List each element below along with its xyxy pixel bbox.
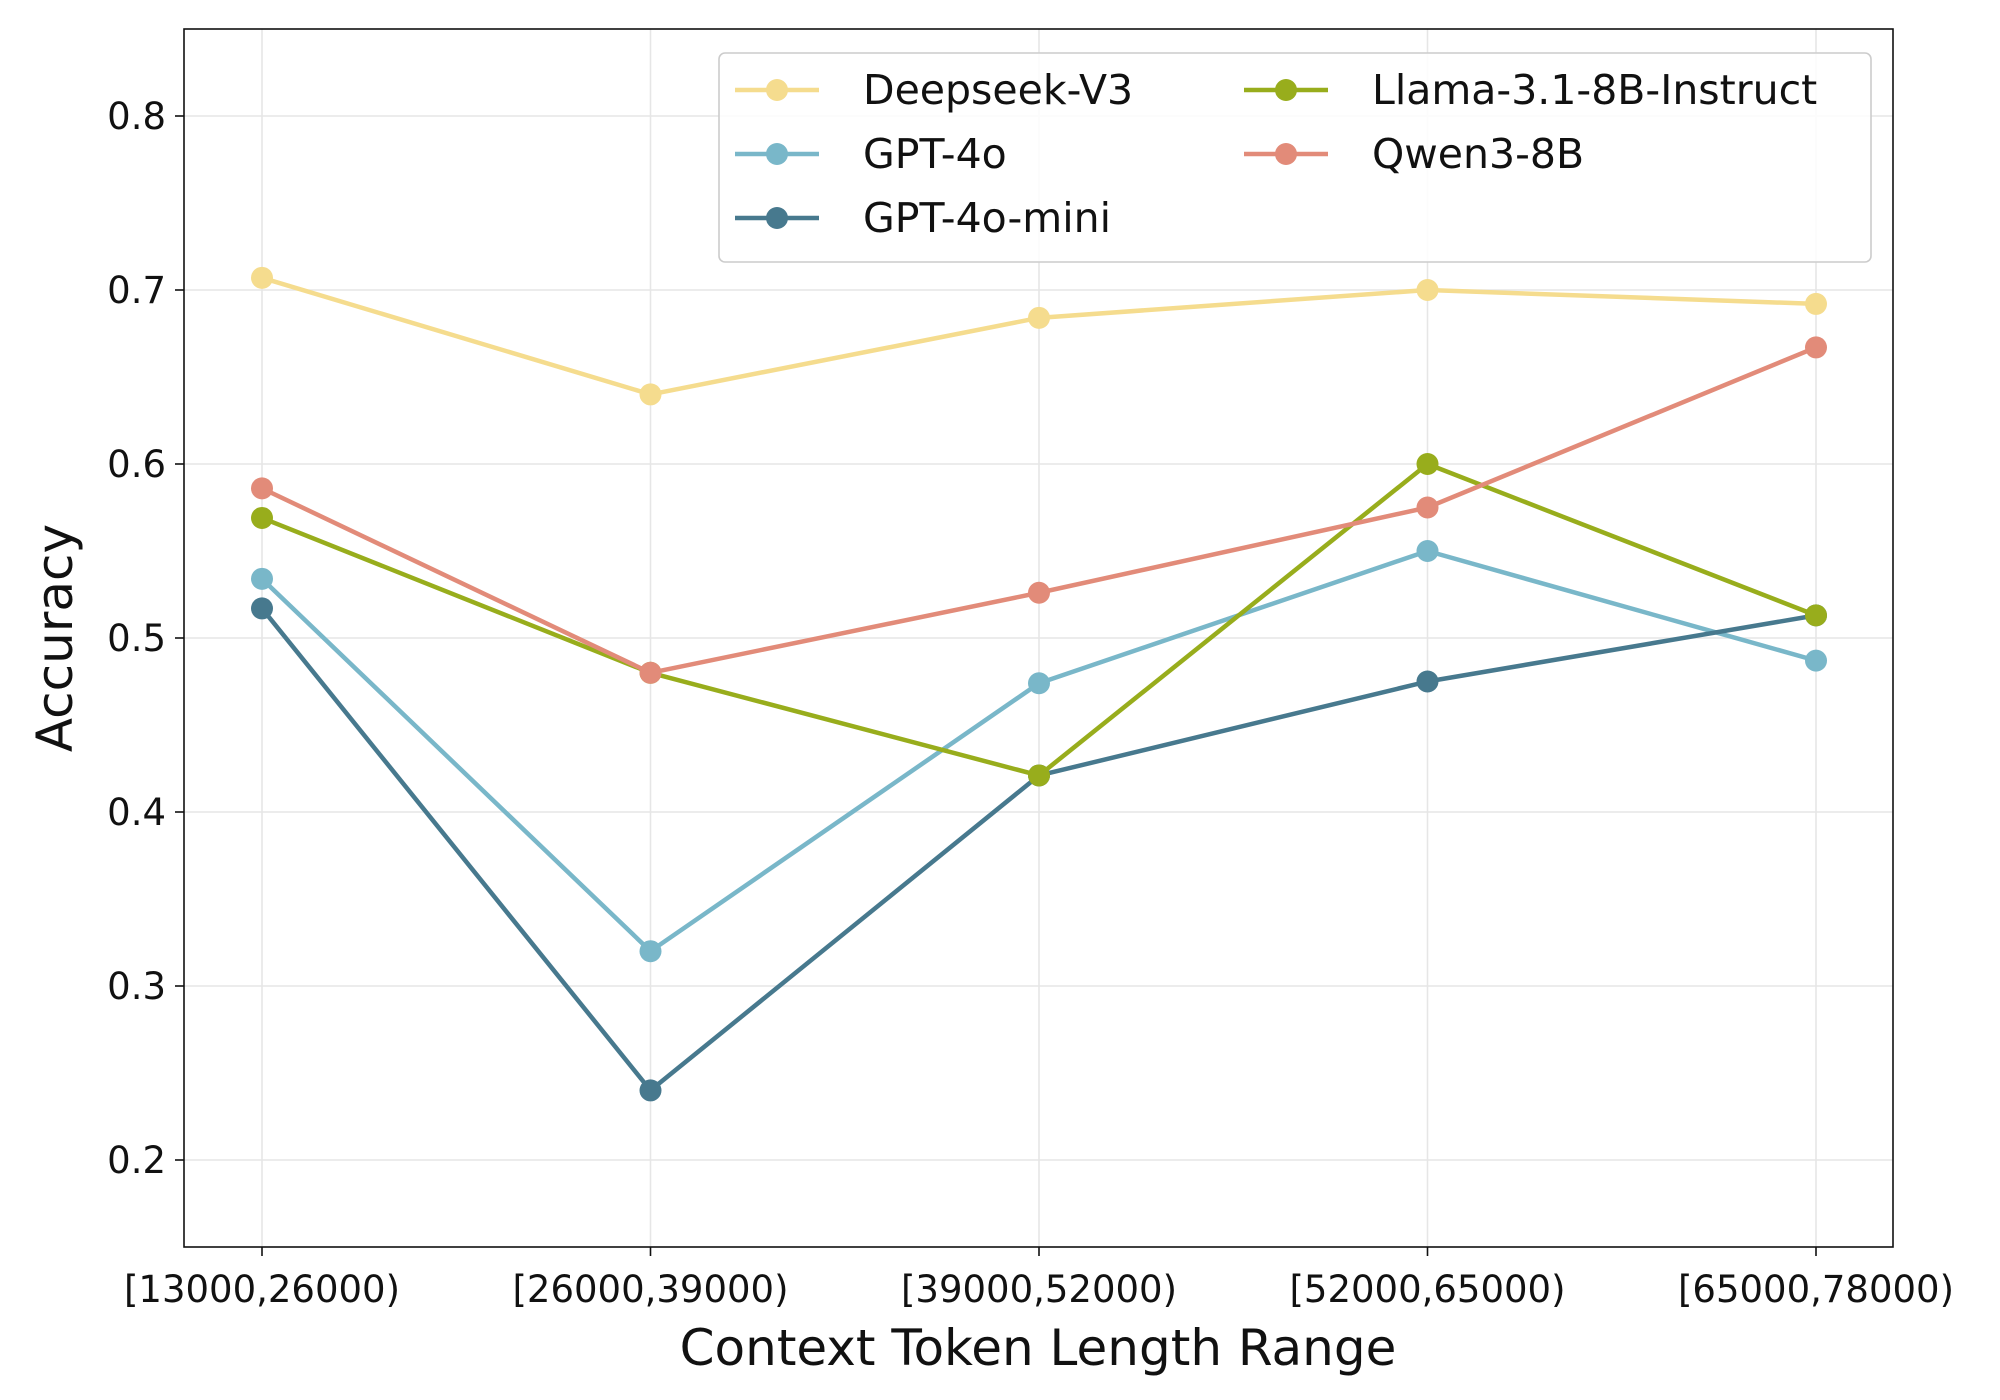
data-point-gpt-4o xyxy=(1028,672,1050,695)
legend-label-llama-3-1-8b-instruct: Llama-3.1-8B-Instruct xyxy=(1372,66,1817,114)
data-point-qwen3-8b xyxy=(251,477,273,500)
data-point-qwen3-8b xyxy=(1805,336,1827,359)
data-point-qwen3-8b xyxy=(1416,496,1439,519)
data-point-gpt-4o-mini xyxy=(251,597,273,620)
series-layer xyxy=(251,266,1827,1102)
legend-label-gpt-4o-mini: GPT-4o-mini xyxy=(863,194,1111,242)
legend-item-gpt-4o: GPT-4o xyxy=(735,130,1007,178)
legend-marker-gpt-4o-mini xyxy=(766,207,788,229)
y-tick-label: 0.4 xyxy=(107,791,166,834)
legend-marker-gpt-4o xyxy=(766,143,788,165)
data-point-gpt-4o xyxy=(1805,649,1827,672)
data-point-llama-3-1-8b-instruct xyxy=(251,506,273,529)
x-axis-title: Context Token Length Range xyxy=(680,1319,1397,1377)
data-point-gpt-4o-mini xyxy=(639,1079,662,1102)
legend-label-deepseek-v3: Deepseek-V3 xyxy=(863,66,1133,114)
x-tick-label: [65000,78000) xyxy=(1678,1268,1954,1311)
legend-marker-deepseek-v3 xyxy=(766,79,788,101)
data-point-llama-3-1-8b-instruct xyxy=(1805,604,1827,627)
legend-label-gpt-4o: GPT-4o xyxy=(863,130,1007,178)
data-point-deepseek-v3 xyxy=(251,266,273,289)
x-tick-label: [39000,52000) xyxy=(901,1268,1177,1311)
data-point-llama-3-1-8b-instruct xyxy=(1416,453,1439,475)
data-point-llama-3-1-8b-instruct xyxy=(1028,764,1050,787)
data-point-qwen3-8b xyxy=(639,661,662,684)
legend: Deepseek-V3 GPT-4o GPT-4o-mini Llama-3.1-8B… xyxy=(718,52,1872,263)
series-gpt-4o xyxy=(251,540,1827,963)
series-deepseek-v3 xyxy=(251,266,1827,406)
legend-item-deepseek-v3: Deepseek-V3 xyxy=(735,66,1133,114)
legend-marker-qwen3-8b xyxy=(1275,143,1297,165)
y-tick-label: 0.8 xyxy=(107,95,166,138)
y-tick-label: 0.5 xyxy=(107,617,166,660)
x-tick-label: [13000,26000) xyxy=(124,1268,400,1311)
legend-item-gpt-4o-mini: GPT-4o-mini xyxy=(735,194,1111,242)
legend-label-qwen3-8b: Qwen3-8B xyxy=(1372,130,1584,178)
data-point-gpt-4o-mini xyxy=(1416,670,1439,693)
data-point-deepseek-v3 xyxy=(1416,279,1439,301)
y-tick-label: 0.6 xyxy=(107,443,166,486)
data-point-qwen3-8b xyxy=(1028,581,1050,604)
legend-item-llama-3-1-8b-instruct: Llama-3.1-8B-Instruct xyxy=(1244,66,1817,114)
x-tick-label: [52000,65000) xyxy=(1289,1268,1565,1311)
data-point-deepseek-v3 xyxy=(1028,306,1050,329)
data-point-gpt-4o xyxy=(1416,540,1439,562)
data-point-deepseek-v3 xyxy=(1805,292,1827,315)
y-tick-label: 0.2 xyxy=(107,1139,166,1182)
data-point-deepseek-v3 xyxy=(639,383,662,406)
series-qwen3-8b xyxy=(251,336,1827,684)
y-tick-label: 0.7 xyxy=(107,269,166,312)
y-axis-title: Accuracy xyxy=(26,524,84,752)
x-tick-label: [26000,39000) xyxy=(512,1268,788,1311)
legend-item-qwen3-8b: Qwen3-8B xyxy=(1244,130,1584,178)
data-point-gpt-4o xyxy=(639,940,662,963)
series-llama-3-1-8b-instruct xyxy=(251,453,1827,787)
ticks-layer: [13000,26000) [26000,39000) [39000,52000) [… xyxy=(107,95,1954,1311)
y-tick-label: 0.3 xyxy=(107,965,166,1008)
legend-marker-llama-3-1-8b-instruct xyxy=(1275,79,1297,101)
data-point-gpt-4o xyxy=(251,567,273,590)
